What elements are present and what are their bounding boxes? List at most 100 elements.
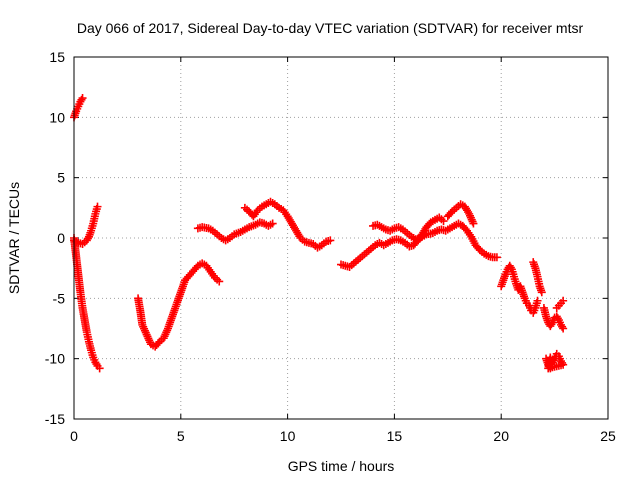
y-tick-label: -5	[53, 290, 66, 306]
y-tick-label: -15	[45, 411, 65, 427]
data-point-fill-late	[541, 310, 550, 319]
data-point-fill-morning	[171, 302, 180, 311]
plot-area-border	[73, 56, 609, 420]
x-axis-label: GPS time / hours	[288, 458, 395, 474]
data-point-fill-evening	[532, 299, 541, 308]
data-point-fill-afternoon-a	[343, 262, 352, 271]
data-point-fill-early-rise	[86, 228, 95, 237]
data-point-fill-early-descent	[86, 344, 95, 353]
data-point-fill-afternoon-b	[426, 229, 435, 238]
data-point-fill-early-high	[73, 104, 82, 113]
data-point-fill-midday-b	[307, 239, 316, 248]
data-point-fill-afternoon-a	[437, 215, 446, 224]
data-point-fill-morning	[152, 340, 161, 349]
data-point-fill-afternoon-b	[420, 231, 429, 240]
data-point-fill-morning	[141, 328, 150, 337]
data-point-fill-afternoon-b	[472, 242, 481, 251]
x-tick-label: 0	[70, 428, 78, 444]
x-tick-label: 15	[387, 428, 403, 444]
data-point-fill-evening	[521, 296, 530, 305]
data-point-fill-evening-upper	[535, 279, 544, 288]
data-point-fill-late	[549, 316, 558, 325]
data-point-fill-midday-a	[243, 224, 252, 233]
data-point-fill-early-high	[77, 95, 86, 104]
data-point-fill-late	[558, 322, 567, 331]
data-point-fill-peak-18	[450, 205, 459, 214]
data-point-fill-afternoon-b	[375, 221, 384, 230]
y-tick-label: 15	[49, 49, 65, 65]
data-point-fill-evening	[509, 270, 518, 279]
y-tick-label: 0	[57, 230, 65, 246]
x-tick-label: 20	[493, 428, 509, 444]
data-point-fill-midday-b	[319, 239, 328, 248]
data-point-fill-morning	[190, 265, 199, 274]
data-point-fill-early-descent	[84, 335, 93, 344]
data-point-fill-evening	[517, 286, 526, 295]
y-tick-label: 5	[57, 170, 65, 186]
data-point-fill-late-low	[549, 356, 558, 365]
data-point-fill-midday-b	[272, 202, 281, 211]
data-point-fill-late	[547, 320, 556, 329]
data-point-fill-late	[555, 318, 564, 327]
data-point-fill-midday-b	[252, 208, 261, 217]
data-point-fill-late-low	[546, 363, 555, 372]
data-point-fill-early-descent	[92, 360, 101, 369]
data-point-fill-afternoon-a	[356, 253, 365, 262]
data-point-fill-afternoon-b	[465, 230, 474, 239]
data-point-fill-late	[553, 314, 562, 323]
data-point-fill-afternoon-a	[386, 237, 395, 246]
data-point-fill-evening-upper	[532, 270, 541, 279]
data-point-fill-midday-a	[210, 228, 219, 237]
data-point-fill-early-rise	[88, 221, 97, 230]
data-point-fill-midday-b	[298, 235, 307, 244]
data-point-fill-midday-b	[290, 223, 299, 232]
data-point-fill-afternoon-a	[360, 250, 369, 259]
data-point-fill-afternoon-a	[398, 237, 407, 246]
data-point-fill-morning	[163, 326, 172, 335]
data-point-fill-midday-b	[315, 242, 324, 251]
data-point-fill-midday-b	[324, 237, 333, 246]
data-point-fill-early-descent	[82, 326, 91, 335]
data-point-fill-midday-b	[268, 199, 277, 208]
data-point-late	[559, 296, 568, 305]
data-point-fill-evening	[511, 277, 520, 286]
data-point-fill-afternoon-b	[379, 224, 388, 233]
data-point-fill-morning	[184, 272, 193, 281]
data-point-fill-midday-b	[246, 209, 255, 218]
data-point-fill-evening	[526, 303, 535, 312]
data-point-fill-late-low	[545, 355, 554, 364]
data-point-fill-peak-18	[445, 210, 454, 219]
x-tick-label: 25	[600, 428, 616, 444]
y-tick-label: 10	[49, 109, 65, 125]
data-point-fill-midday-a	[234, 228, 243, 237]
grid-lines	[74, 57, 608, 419]
y-tick-label: -10	[45, 351, 65, 367]
data-point-fill-midday-a	[223, 235, 232, 244]
data-point-early-high	[78, 94, 87, 103]
axis-ticks: 0 5 10 15 20 25 -15 -10 -5 0 5 10 15	[45, 49, 616, 444]
data-point-fill-afternoon-a	[394, 235, 403, 244]
data-point-fill-afternoon-a	[423, 221, 432, 230]
data-point-fill-afternoon-b	[482, 250, 491, 259]
data-point-fill-early-rise	[76, 239, 85, 248]
data-point-fill-afternoon-b	[477, 247, 486, 256]
data-point-fill-midday-a	[238, 226, 247, 235]
data-point-fill-afternoon-b	[405, 230, 414, 239]
data-point-fill-midday-a	[206, 225, 215, 234]
data-point-fill-afternoon-b	[388, 225, 397, 234]
data-point-fill-late-low	[555, 354, 564, 363]
data-point-fill-morning	[176, 290, 185, 299]
data-point-fill-afternoon-a	[364, 246, 373, 255]
data-point-fill-evening-upper	[530, 262, 539, 271]
data-point-fill-midday-a	[215, 232, 224, 241]
data-point-fill-afternoon-a	[403, 240, 412, 249]
x-tick-label: 5	[177, 428, 185, 444]
data-point-fill-midday-b	[294, 230, 303, 239]
data-point-fill-evening	[530, 306, 539, 315]
data-point-fill-afternoon-b	[443, 225, 452, 234]
data-point-fill-afternoon-b	[460, 223, 469, 232]
data-point-fill-evening-upper	[537, 286, 546, 295]
data-point-fill-afternoon-a	[339, 261, 348, 270]
data-point-fill-afternoon-b	[490, 253, 499, 262]
